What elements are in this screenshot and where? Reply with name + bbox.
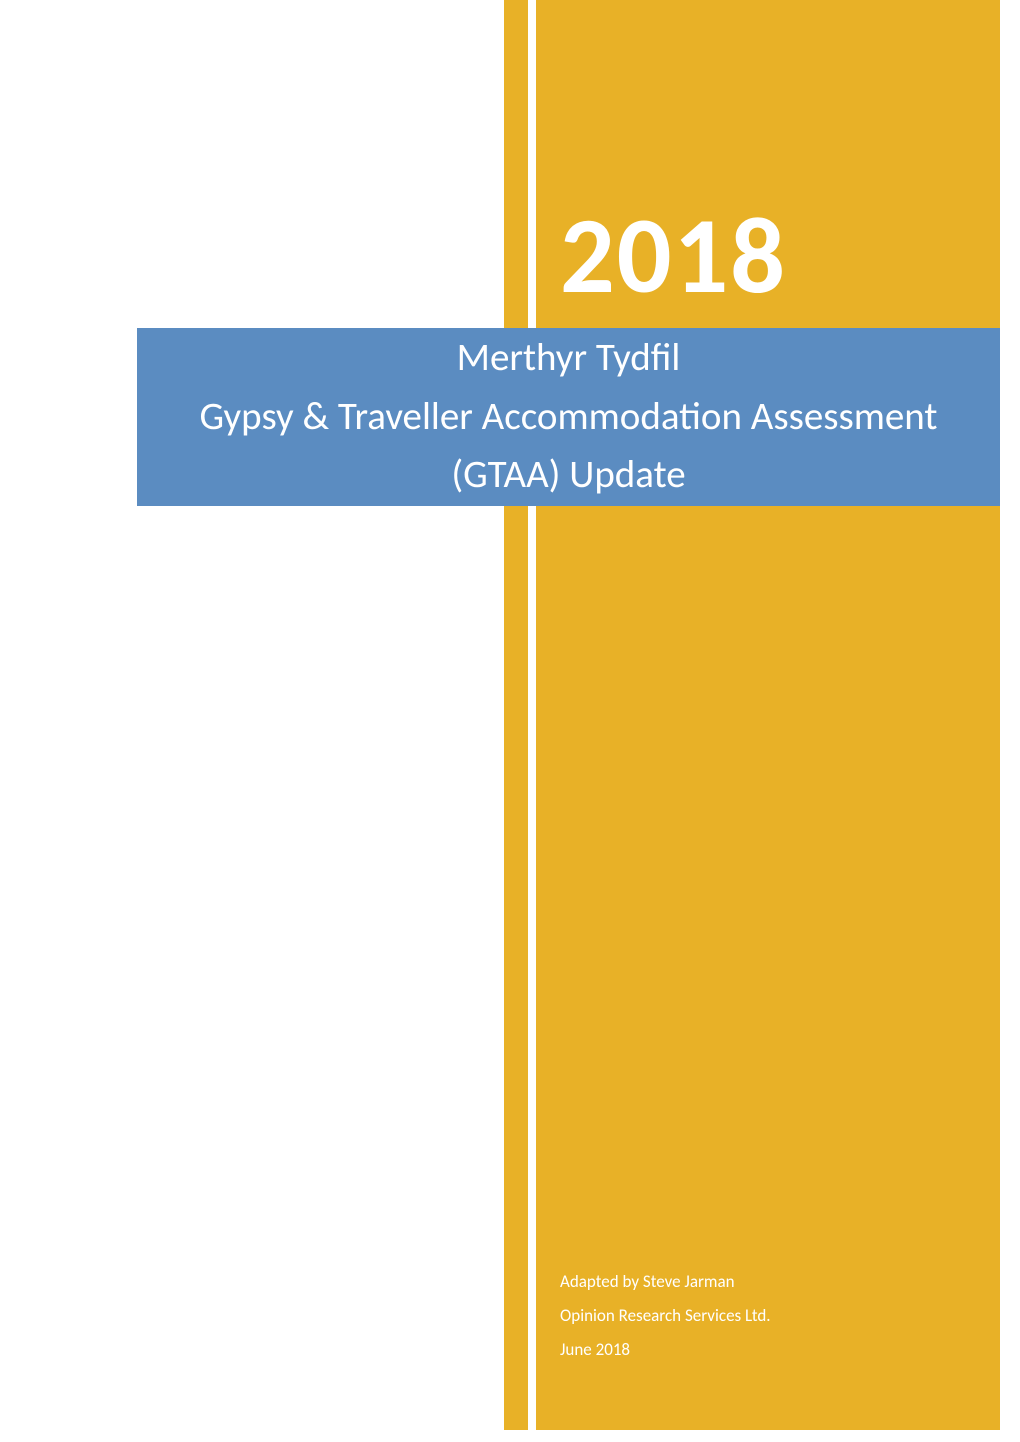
document-cover-page: 2018 Merthyr Tydfil Gypsy & Traveller Ac… — [0, 0, 1020, 1442]
footer-author: Adapted by Steve Jarman — [560, 1265, 771, 1299]
cover-footer: Adapted by Steve Jarman Opinion Research… — [560, 1265, 771, 1367]
footer-date: June 2018 — [560, 1333, 771, 1367]
title-banner: Merthyr Tydfil Gypsy & Traveller Accommo… — [137, 328, 1000, 506]
cover-year: 2018 — [560, 190, 787, 322]
yellow-accent-strip — [504, 0, 528, 1430]
footer-org: Opinion Research Services Ltd. — [560, 1299, 771, 1333]
title-line-1: Merthyr Tydfil — [457, 329, 681, 388]
title-line-3: (GTAA) Update — [451, 446, 685, 505]
title-line-2: Gypsy & Traveller Accommodation Assessme… — [199, 388, 937, 447]
